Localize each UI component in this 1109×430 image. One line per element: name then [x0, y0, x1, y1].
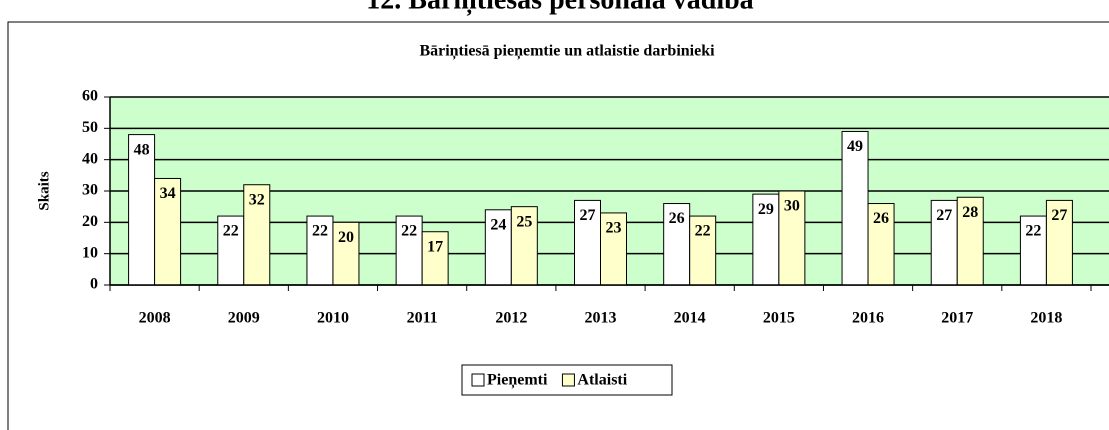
y-tick-label: 50 [82, 119, 98, 136]
bar [306, 215, 334, 286]
x-tick-label: 2018 [1030, 310, 1062, 327]
data-label: 27 [936, 207, 952, 224]
chart-title: Bāriņtiesā pieņemtie un atlaistie darbin… [419, 43, 715, 61]
y-tick-label: 20 [82, 213, 98, 230]
data-label: 34 [160, 185, 176, 202]
bar [600, 212, 627, 286]
bar [930, 199, 958, 286]
y-tick-label: 0 [90, 276, 98, 293]
bar [1045, 199, 1073, 286]
legend-label: Atlaisti [577, 372, 627, 389]
data-label: 49 [847, 138, 863, 155]
bar [154, 177, 182, 286]
x-tick-label: 2017 [941, 310, 973, 327]
data-label: 22 [695, 223, 711, 240]
data-label: 30 [784, 198, 800, 215]
data-label: 22 [223, 223, 239, 240]
data-label: 20 [338, 229, 354, 246]
data-label: 29 [758, 201, 774, 218]
data-label: 28 [962, 204, 978, 221]
x-tick-label: 2016 [852, 310, 884, 327]
data-label: 26 [873, 210, 889, 227]
bar [574, 199, 601, 286]
x-tick-label: 2011 [407, 310, 438, 327]
bar [689, 215, 717, 286]
bar [663, 203, 691, 286]
legend-swatch [561, 373, 575, 387]
y-tick-label: 60 [82, 88, 98, 105]
x-tick-label: 2014 [674, 310, 706, 327]
data-label: 27 [1051, 207, 1067, 224]
x-tick-label: 2009 [228, 310, 260, 327]
data-label: 24 [490, 216, 506, 233]
legend-swatch [471, 373, 485, 387]
y-axis-label: Skaits [36, 171, 52, 210]
data-label: 48 [134, 141, 150, 158]
y-tick-label: 10 [82, 244, 98, 261]
x-tick-label: 2008 [139, 310, 171, 327]
bar [867, 203, 895, 286]
data-label: 26 [669, 210, 685, 227]
bar [841, 130, 869, 286]
data-label: 22 [401, 223, 417, 240]
x-tick-label: 2012 [495, 310, 527, 327]
bar [243, 184, 271, 286]
x-tick-label: 2015 [763, 310, 795, 327]
data-label: 17 [427, 238, 443, 255]
page-heading: 12. Bāriņtiesas personāla vadība [366, 0, 753, 16]
x-tick-label: 2013 [585, 310, 617, 327]
bar [956, 196, 984, 286]
bar [752, 193, 780, 286]
data-label: 25 [516, 213, 532, 230]
data-label: 22 [312, 223, 328, 240]
data-label: 27 [580, 207, 596, 224]
data-label: 32 [249, 191, 265, 208]
data-label: 22 [1025, 223, 1041, 240]
y-tick-label: 40 [82, 150, 98, 167]
legend-label: Pieņemti [487, 372, 548, 390]
y-tick-label: 30 [82, 182, 98, 199]
data-label: 23 [606, 220, 622, 237]
bar [1019, 215, 1047, 286]
x-tick-label: 2010 [317, 310, 349, 327]
